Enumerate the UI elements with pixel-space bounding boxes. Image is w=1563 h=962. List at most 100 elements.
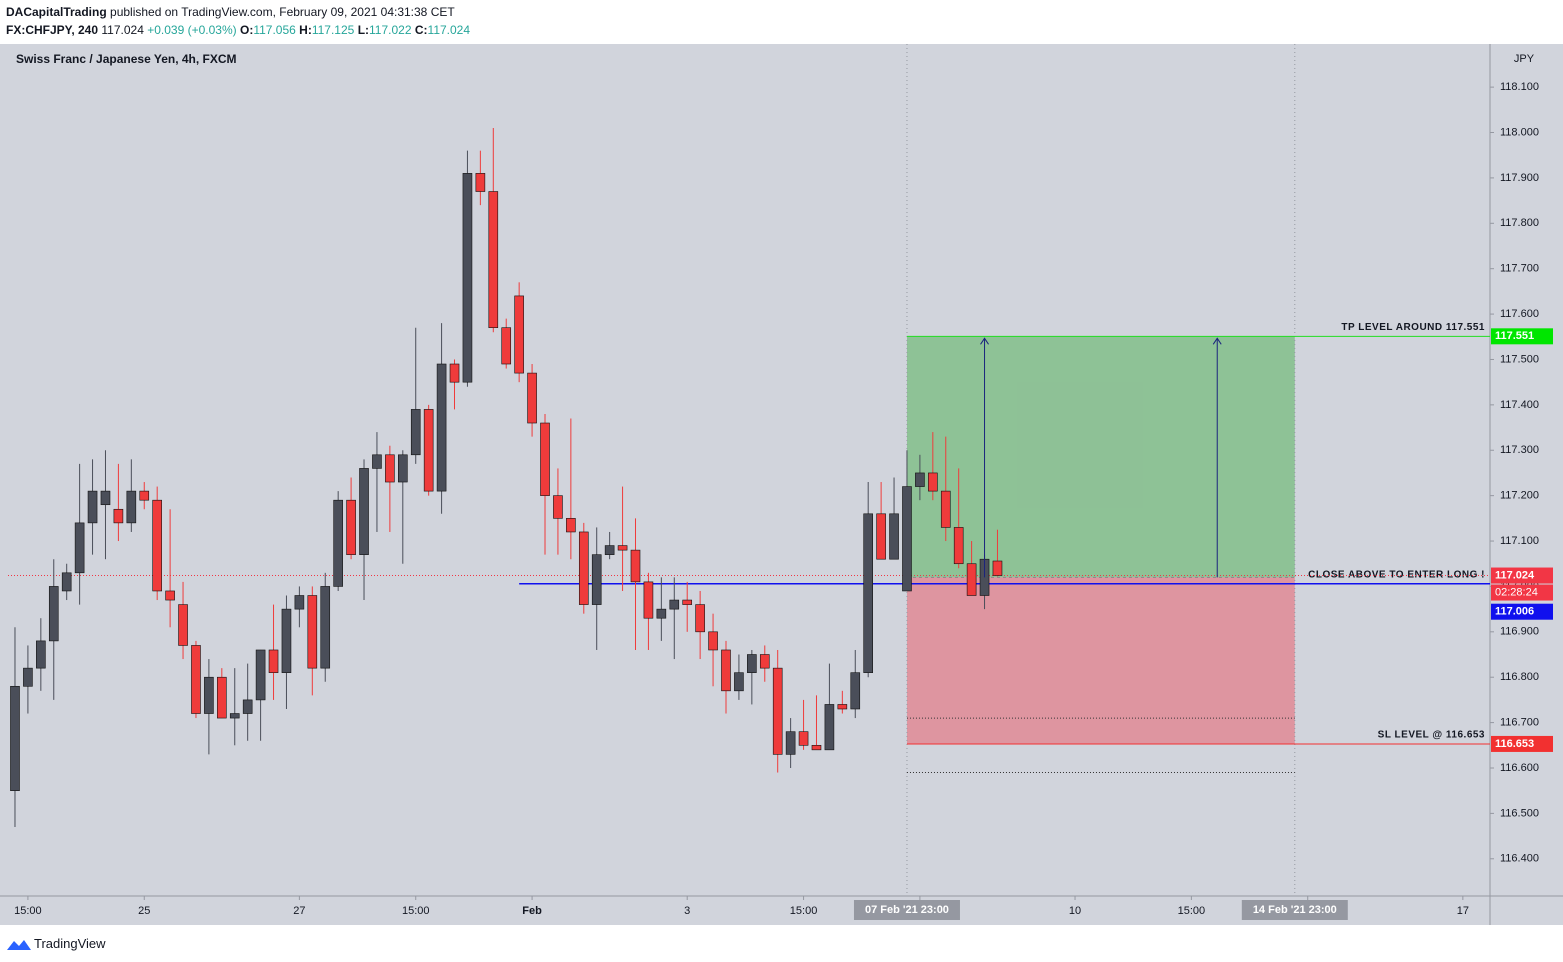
x-tick-label: 10 <box>1069 905 1081 917</box>
level-tag <box>1491 603 1553 620</box>
ohlc-label: C: <box>414 23 428 37</box>
candle-body <box>488 191 499 328</box>
level-tag-label: 117.006 <box>1495 606 1534 618</box>
candle-body <box>863 513 873 673</box>
arrow-head <box>1212 337 1222 345</box>
candle-body <box>178 604 188 646</box>
last-price-tag <box>1491 567 1553 584</box>
candle-body <box>204 676 214 714</box>
y-tick-label: 117.200 <box>1500 490 1539 502</box>
candle-body <box>966 563 977 596</box>
published: published on TradingView.com, February 0… <box>110 5 455 19</box>
x-tick-label: 25 <box>138 905 150 917</box>
time-tag-label: 14 Feb '21 23:00 <box>1253 904 1337 916</box>
y-tick-label: 116.800 <box>1500 671 1539 683</box>
x-tick-label: 15:00 <box>790 905 818 917</box>
candle-body <box>992 560 1003 576</box>
level-tag-label: 117.551 <box>1495 330 1534 342</box>
candle-body <box>643 581 654 619</box>
candle-body <box>708 631 718 651</box>
candle-body <box>346 499 356 555</box>
candle-body <box>74 522 85 574</box>
x-tick-label: 27 <box>293 905 305 917</box>
time-tag <box>1241 900 1348 920</box>
logo <box>7 940 31 950</box>
candle-body <box>87 490 98 524</box>
countdown-tag <box>1491 584 1553 601</box>
candle-body <box>617 545 628 551</box>
candle-body <box>734 672 744 692</box>
candle-body <box>281 608 292 673</box>
candle-body <box>333 499 343 587</box>
candle-body <box>772 667 783 755</box>
candle-body <box>165 590 175 601</box>
time-tag-label: 07 Feb '21 23:00 <box>865 904 949 916</box>
candle-body <box>656 608 667 619</box>
candle-body <box>824 704 835 751</box>
loss-zone <box>906 577 1295 744</box>
candle-body <box>410 409 421 456</box>
candle-body <box>721 649 731 692</box>
candle-body <box>449 363 460 383</box>
candle-body <box>915 472 925 487</box>
last: 117.024 <box>101 23 144 37</box>
y-tick-label: 117.400 <box>1500 399 1539 411</box>
candle-body <box>553 495 563 519</box>
candle-body <box>475 173 486 192</box>
candle-body <box>385 454 395 483</box>
y-tick-label: 116.600 <box>1500 762 1539 774</box>
ohlc-label: L: <box>357 23 370 37</box>
publish-line: DACapitalTrading published on TradingVie… <box>6 5 455 19</box>
y-tick-label: 116.900 <box>1500 626 1539 638</box>
y-tick-label: 117.800 <box>1500 217 1539 229</box>
level-text: SL LEVEL @ 116.653 <box>1378 730 1485 741</box>
candle-body <box>928 472 938 492</box>
candle-body <box>307 595 318 669</box>
ohlc-value: 117.024 <box>427 23 471 37</box>
profit-zone <box>906 336 1295 578</box>
y-tick-label: 117.300 <box>1500 444 1539 456</box>
candle-body <box>36 640 46 669</box>
candle-body <box>747 654 757 673</box>
chart: JPY Swiss Franc / Japanese Yen, 4h, FXCM 1… <box>0 44 1563 925</box>
y-tick-label: 117.100 <box>1500 535 1539 547</box>
y-tick-label: 116.500 <box>1500 807 1539 819</box>
x-tick-label: 3 <box>684 905 690 917</box>
candle-body <box>294 595 305 610</box>
x-tick-label: Feb <box>522 905 542 917</box>
y-tick-label: 116.700 <box>1500 717 1539 729</box>
level-tag <box>1491 328 1553 345</box>
candle-body <box>436 363 447 492</box>
y-tick-label: 117.600 <box>1500 308 1539 320</box>
candle-body <box>798 731 809 746</box>
y-tick-label: 118.000 <box>1500 126 1539 138</box>
candle-body <box>566 518 576 533</box>
ohlc-value: 117.125 <box>311 23 355 37</box>
candle-body <box>527 372 537 424</box>
level-tag-label: 116.653 <box>1495 738 1534 750</box>
x-tick-label: 15:00 <box>14 905 42 917</box>
candle-body <box>359 468 369 555</box>
candle-body <box>152 499 162 592</box>
candle-body <box>423 409 434 492</box>
candle-body <box>10 685 20 791</box>
candle-body <box>902 486 912 592</box>
header: DACapitalTrading published on TradingVie… <box>0 0 1563 44</box>
y-tick-label: 116.400 <box>1500 853 1539 865</box>
candle-body <box>785 731 796 755</box>
candle-body <box>591 554 602 605</box>
candle-body <box>229 713 240 719</box>
candle-body <box>113 508 124 524</box>
candle-body <box>255 649 266 701</box>
candle-body <box>850 672 861 710</box>
countdown-label: 02:28:24 <box>1495 586 1538 598</box>
y-tick-label: 117.500 <box>1500 353 1539 365</box>
change: +0.039 (+0.03%) <box>147 23 237 37</box>
candle-body <box>100 490 111 506</box>
level-text: CLOSE ABOVE TO ENTER LONG ! <box>1308 569 1485 580</box>
candle-body <box>940 490 951 528</box>
level-text: TP LEVEL AROUND 117.551 <box>1341 322 1485 333</box>
candle-body <box>320 586 331 669</box>
candle-body <box>191 645 201 714</box>
